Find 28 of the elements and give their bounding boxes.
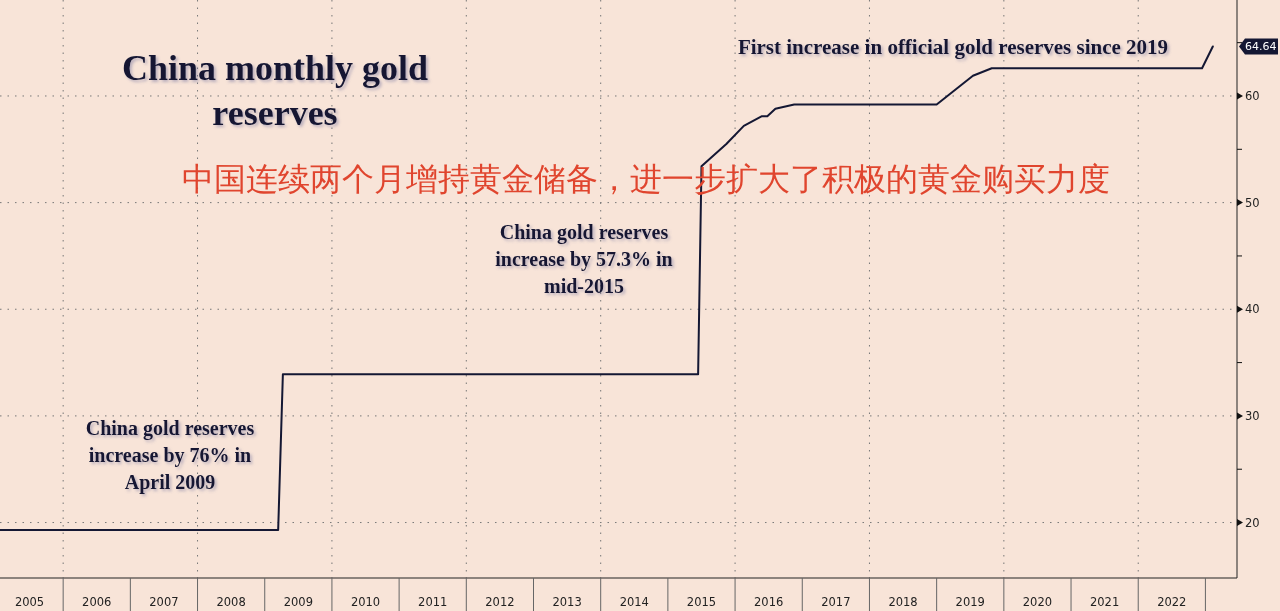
x-tick-label: 2019 — [955, 595, 985, 609]
text: 64.64 — [1245, 40, 1277, 54]
annotation: First increase in official gold reserves since 2019 — [737, 35, 1169, 59]
x-tick-label: 2012 — [485, 595, 515, 609]
x-tick-label: 2013 — [552, 595, 582, 609]
x-tick-label: 2014 — [619, 595, 649, 609]
y-tick-label: 50 — [1245, 195, 1260, 210]
y-tick-label: 30 — [1245, 408, 1260, 423]
x-tick-label: 2021 — [1089, 595, 1120, 609]
text: China monthly gold reserves — [121, 48, 429, 133]
y-tick-label: 20 — [1245, 515, 1260, 530]
x-tick-label: 2008 — [216, 595, 246, 609]
x-tick-label: 2020 — [1022, 595, 1053, 609]
x-tick-label: 2016 — [754, 595, 784, 609]
x-tick-label: 2011 — [418, 595, 448, 609]
x-tick-label: 2017 — [821, 595, 851, 609]
x-tick-label: 2005 — [14, 595, 45, 609]
x-tick-label: 2010 — [350, 595, 381, 609]
y-tick-label: 60 — [1245, 88, 1260, 103]
x-tick-label: 2006 — [82, 595, 112, 609]
x-tick-label: 2009 — [283, 595, 313, 609]
annotation: China gold reserves increase by 76% in April 2009 — [85, 417, 255, 494]
y-tick-label: 40 — [1245, 302, 1260, 317]
x-tick-label: 2015 — [686, 595, 717, 609]
x-tick-label: 2022 — [1157, 595, 1187, 609]
x-tick-label: 2007 — [149, 595, 179, 609]
annotation: China gold reserves increase by 57.3% in mid-2015 — [495, 221, 673, 297]
x-tick-label: 2018 — [888, 595, 918, 609]
